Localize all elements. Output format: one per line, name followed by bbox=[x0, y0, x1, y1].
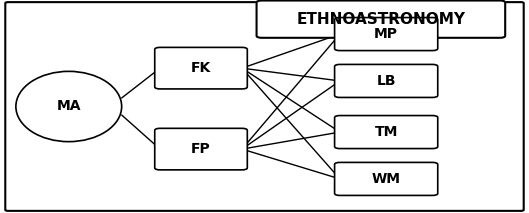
Text: FP: FP bbox=[191, 142, 211, 156]
Text: MA: MA bbox=[57, 99, 81, 114]
Text: MP: MP bbox=[374, 27, 398, 41]
Text: FK: FK bbox=[191, 61, 211, 75]
FancyBboxPatch shape bbox=[334, 162, 437, 196]
FancyBboxPatch shape bbox=[334, 64, 437, 98]
Text: WM: WM bbox=[372, 172, 400, 186]
Ellipse shape bbox=[16, 71, 122, 142]
FancyBboxPatch shape bbox=[334, 17, 437, 51]
FancyBboxPatch shape bbox=[257, 0, 505, 38]
Text: LB: LB bbox=[377, 74, 396, 88]
FancyBboxPatch shape bbox=[5, 2, 524, 211]
Text: ETHNOASTRONOMY: ETHNOASTRONOMY bbox=[296, 12, 466, 27]
FancyBboxPatch shape bbox=[154, 47, 247, 89]
Text: TM: TM bbox=[375, 125, 398, 139]
FancyBboxPatch shape bbox=[154, 128, 247, 170]
FancyBboxPatch shape bbox=[334, 115, 437, 149]
